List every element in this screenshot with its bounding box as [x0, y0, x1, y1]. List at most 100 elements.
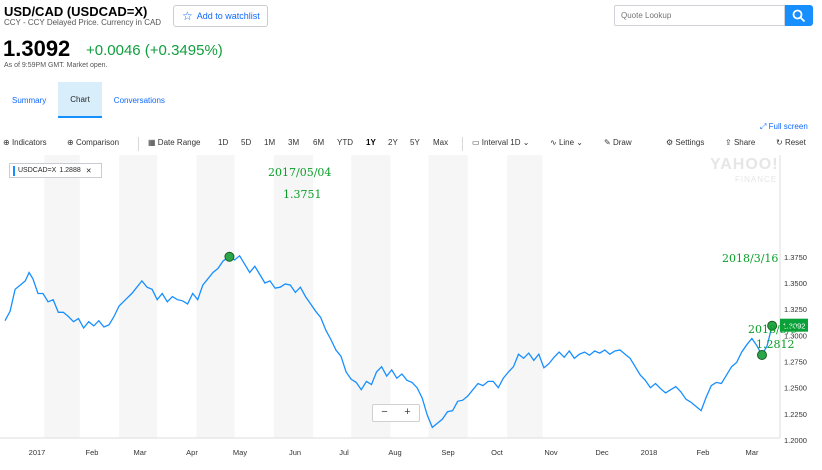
reset-label: Reset — [784, 138, 806, 147]
indicators-button[interactable]: ⊕ Indicators — [3, 138, 47, 147]
pencil-icon: ✎ — [604, 138, 611, 147]
gear-icon: ⚙ — [666, 138, 674, 147]
x-tick-label: Aug — [388, 448, 401, 457]
expand-icon: ⤢ — [760, 122, 767, 131]
zoom-in-button[interactable]: + — [404, 406, 411, 418]
price-chart[interactable]: 1.3750 1.3500 1.3250 1.3000 1.2750 1.2500 1.22… — [0, 155, 822, 470]
range-3m[interactable]: 3M — [288, 138, 300, 147]
month-band — [273, 155, 314, 438]
x-tick-label: 2017 — [29, 448, 46, 457]
annotation-date: 2017/05/04 — [268, 166, 331, 179]
draw-label: Draw — [612, 138, 632, 147]
date-range-button[interactable]: ▦ Date Range — [148, 138, 201, 147]
month-band — [351, 155, 391, 438]
full-screen-label: Full screen — [768, 122, 808, 131]
series-color-swatch — [13, 165, 15, 176]
range-2y[interactable]: 2Y — [388, 138, 398, 147]
range-1m[interactable]: 1M — [264, 138, 276, 147]
comparison-label: Comparison — [75, 138, 120, 147]
settings-label: Settings — [675, 138, 705, 147]
range-5d[interactable]: 5D — [241, 138, 252, 147]
y-tick-label: 1.2250 — [784, 410, 807, 419]
search-button[interactable] — [785, 5, 813, 26]
quote-tabs: Summary Chart Conversations — [0, 82, 177, 118]
month-band — [428, 155, 468, 438]
close-icon[interactable]: ✕ — [85, 167, 92, 175]
range-max[interactable]: Max — [433, 138, 449, 147]
line-type-label: Line — [558, 138, 575, 147]
y-tick-label: 1.3250 — [784, 305, 807, 314]
legend-label: USDCAD=X — [18, 167, 57, 174]
plus-circle-icon: ⊕ — [67, 138, 74, 147]
ticker-subline: CCY - CCY Delayed Price. Currency in CAD — [4, 18, 162, 27]
chevron-down-icon: ⌄ — [576, 138, 583, 147]
search-icon — [792, 9, 806, 22]
interval-button[interactable]: ▭ Interval 1D ⌄ — [472, 138, 529, 147]
chevron-down-icon: ⌄ — [522, 138, 530, 147]
toolbar-divider — [138, 137, 139, 151]
month-band — [196, 155, 235, 438]
range-1y[interactable]: 1Y — [366, 138, 376, 147]
add-to-watchlist-button[interactable]: ☆ Add to watchlist — [173, 5, 268, 27]
annotation-value: 1.3751 — [283, 188, 322, 201]
last-value-label: 1.3092 — [783, 322, 806, 331]
line-chart-icon: ∿ — [550, 138, 557, 147]
date-range-label: Date Range — [157, 138, 201, 147]
share-icon: ⇪ — [725, 138, 732, 147]
star-icon: ☆ — [182, 9, 193, 23]
annotation-date: 2018/3/9 — [748, 323, 797, 336]
series-legend[interactable]: USDCAD=X 1.2888 ✕ — [9, 163, 102, 178]
annotation-marker — [224, 251, 235, 262]
legend-value: 1.2888 — [59, 167, 81, 174]
annotation-marker — [756, 350, 767, 361]
x-tick-label: Apr — [186, 448, 198, 457]
y-tick-label: 1.2000 — [784, 436, 807, 445]
settings-button[interactable]: ⚙ Settings — [666, 138, 704, 147]
share-label: Share — [733, 138, 756, 147]
draw-button[interactable]: ✎ Draw — [604, 138, 632, 147]
y-tick-label: 1.3500 — [784, 279, 807, 288]
x-tick-label: Dec — [595, 448, 609, 457]
share-button[interactable]: ⇪ Share — [725, 138, 755, 147]
x-tick-label: May — [233, 448, 247, 457]
x-tick-label: Jun — [289, 448, 301, 457]
watchlist-label: Add to watchlist — [196, 11, 260, 21]
reset-button[interactable]: ↻ Reset — [776, 138, 806, 147]
month-band — [507, 155, 543, 438]
finance-watermark: FINANCE — [735, 175, 778, 184]
range-ytd[interactable]: YTD — [337, 138, 353, 147]
line-type-button[interactable]: ∿ Line ⌄ — [550, 138, 583, 147]
annotation-value: 1.2812 — [756, 338, 795, 351]
y-tick-label: 1.3750 — [784, 253, 807, 262]
annotation-date: 2018/3/16 — [722, 252, 778, 265]
current-price: 1.3092 — [3, 36, 71, 61]
tab-conversations[interactable]: Conversations — [113, 95, 165, 105]
tab-chart[interactable]: Chart — [58, 82, 102, 118]
series-line — [4, 254, 773, 429]
y-tick-label: 1.2750 — [784, 357, 807, 366]
toolbar-divider — [462, 137, 463, 151]
full-screen-button[interactable]: ⤢ Full screen — [760, 122, 808, 132]
y-tick-label: 1.3000 — [784, 331, 807, 340]
comparison-button[interactable]: ⊕ Comparison — [67, 138, 119, 147]
interval-label: Interval — [481, 138, 509, 147]
x-tick-label: Nov — [544, 448, 558, 457]
month-band — [119, 155, 158, 438]
plus-circle-icon: ⊕ — [3, 138, 10, 147]
x-tick-label: Jul — [339, 448, 349, 457]
range-5y[interactable]: 5Y — [410, 138, 420, 147]
yahoo-watermark: YAHOO! — [710, 156, 779, 173]
x-tick-label: Feb — [86, 448, 99, 457]
zoom-control: − + — [372, 404, 420, 422]
x-tick-label: Mar — [746, 448, 759, 457]
annotation-marker — [767, 320, 778, 331]
tab-summary[interactable]: Summary — [12, 95, 47, 105]
zoom-out-button[interactable]: − — [381, 406, 388, 418]
range-6m[interactable]: 6M — [313, 138, 325, 147]
range-1d[interactable]: 1D — [218, 138, 229, 147]
calendar-icon: ▦ — [148, 138, 156, 147]
chart-toolbar: ⊕ Indicators ⊕ Comparison ▦ Date Range 1… — [0, 134, 822, 154]
quote-lookup-input[interactable] — [614, 5, 785, 26]
indicators-label: Indicators — [11, 138, 47, 147]
last-value-badge — [780, 318, 808, 332]
